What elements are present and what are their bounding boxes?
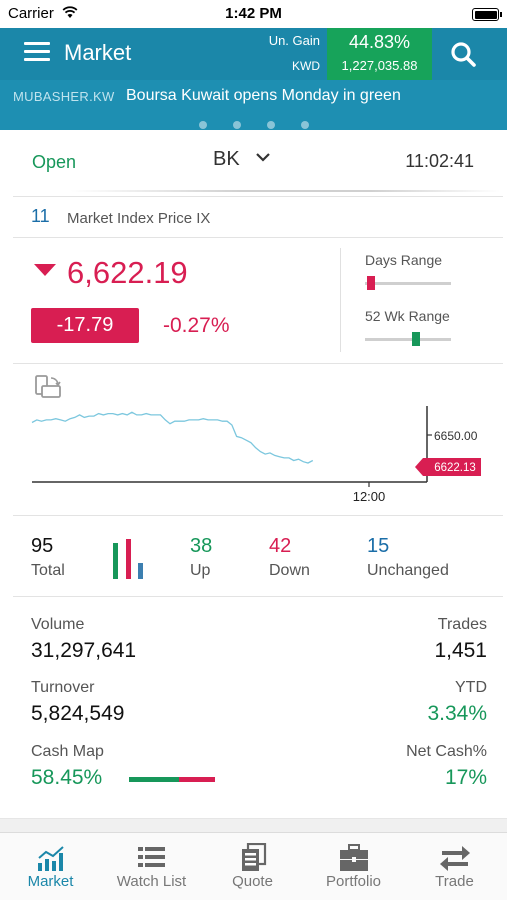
down-label: Down — [269, 562, 310, 579]
days-range-track — [365, 282, 451, 285]
page-dot[interactable] — [198, 121, 207, 129]
days-range-label: Days Range — [365, 252, 443, 268]
news-ticker[interactable]: MUBASHER.KW Boursa Kuwait opens Monday i… — [0, 80, 507, 130]
nav-quote[interactable]: Quote — [202, 833, 303, 900]
rotate-screen-icon[interactable] — [33, 374, 63, 402]
bottom-navigation: Market Watch List Quote Portfolio — [0, 832, 507, 900]
breadth-bars-icon — [113, 539, 143, 579]
page-dot[interactable] — [266, 121, 275, 129]
index-price: 6,622.19 — [67, 255, 188, 290]
carrier-name: Carrier — [8, 5, 54, 22]
news-headline[interactable]: Boursa Kuwait opens Monday in green — [126, 87, 401, 104]
trades-value: 1,451 — [434, 639, 487, 662]
nav-portfolio[interactable]: Portfolio — [303, 833, 404, 900]
divider — [70, 190, 500, 192]
page-title: Market — [64, 40, 132, 65]
down-count: 42 — [269, 535, 292, 557]
total-count: 95 — [31, 535, 54, 557]
wifi-icon — [62, 6, 78, 18]
last-price-marker: 6622.13 — [415, 458, 481, 476]
exchange-selector[interactable]: BK — [213, 148, 240, 170]
gain-percent: 44.83% — [348, 32, 411, 52]
52-week-range-track — [365, 338, 451, 341]
nav-label: Market — [27, 873, 74, 890]
market-stats: Volume 31,297,641 Trades 1,451 Turnover … — [13, 600, 503, 815]
page-dot[interactable] — [300, 121, 309, 129]
days-range-marker — [367, 276, 376, 290]
price-change: -17.79 — [56, 314, 114, 336]
index-code: 11 — [31, 206, 50, 226]
ytd-value: 3.34% — [427, 702, 487, 725]
nav-label: Portfolio — [325, 873, 382, 890]
unchanged-label: Unchanged — [367, 562, 449, 579]
nav-trade[interactable]: Trade — [404, 833, 505, 900]
news-source: MUBASHER.KW — [13, 89, 115, 104]
price-change-percent: -0.27% — [163, 314, 230, 337]
gain-value: 1,227,035.88 — [341, 58, 418, 73]
index-title-row: 11 Market Index Price IX — [13, 196, 503, 238]
market-status: Open — [32, 152, 77, 172]
chevron-down-icon[interactable] — [255, 151, 271, 163]
menu-icon[interactable] — [24, 42, 50, 62]
divider — [0, 818, 507, 832]
net-cash-label: Net Cash% — [406, 743, 487, 760]
chart-plot: 12:00 6650.00 6622.13 — [31, 406, 481, 504]
market-clock: 11:02:41 — [405, 151, 474, 171]
nav-label: Trade — [435, 873, 474, 890]
up-label: Up — [190, 562, 211, 579]
app-header: Market Un. Gain KWD 44.83% 1,227,035.88 — [0, 28, 507, 80]
cash-map-value: 58.45% — [31, 766, 103, 789]
x-tick-label: 12:00 — [353, 489, 386, 504]
cash-out-segment — [179, 777, 215, 782]
unchanged-count: 15 — [367, 535, 390, 557]
turnover-value: 5,824,549 — [31, 702, 125, 725]
trades-label: Trades — [437, 616, 487, 633]
nav-label: Quote — [232, 873, 273, 890]
price-series-line — [31, 411, 314, 464]
market-chart-icon — [38, 846, 64, 871]
unrealized-gain-label: Un. Gain — [268, 33, 320, 48]
52-week-range-label: 52 Wk Range — [365, 308, 450, 324]
net-cash-value: 17% — [444, 766, 487, 789]
watch-list-icon — [138, 847, 165, 867]
ytd-label: YTD — [455, 679, 487, 696]
search-icon[interactable] — [448, 39, 480, 71]
market-breadth: 95 Total 38 Up 42 Down 15 Unchanged — [13, 517, 503, 597]
currency-label: KWD — [292, 59, 320, 73]
nav-watch-list[interactable]: Watch List — [101, 833, 202, 900]
last-price-label: 6622.13 — [434, 462, 476, 474]
page-indicator[interactable] — [0, 116, 507, 134]
up-count: 38 — [190, 535, 213, 557]
cash-map-bar — [129, 777, 215, 782]
cash-in-segment — [129, 777, 180, 782]
battery-icon — [472, 8, 502, 21]
trade-arrows-icon — [440, 846, 470, 871]
nav-label: Watch List — [116, 873, 187, 890]
quote-icon — [242, 843, 267, 871]
price-block: 6,622.19 -17.79 -0.27% Days Range 52 Wk … — [13, 238, 503, 364]
market-state-row: Open BK 11:02:41 — [13, 140, 505, 192]
down-arrow-icon — [34, 264, 56, 276]
intraday-chart[interactable]: 12:00 6650.00 6622.13 — [13, 366, 503, 516]
portfolio-icon — [340, 844, 368, 871]
change-badge: -17.79 — [31, 308, 139, 343]
y-tick-label: 6650.00 — [434, 429, 478, 443]
turnover-label: Turnover — [31, 679, 95, 696]
volume-label: Volume — [31, 616, 85, 633]
unrealized-gain-box[interactable]: 44.83% 1,227,035.88 — [327, 28, 432, 80]
cash-map-label: Cash Map — [31, 743, 104, 760]
volume-value: 31,297,641 — [31, 639, 137, 662]
total-label: Total — [31, 562, 65, 579]
divider — [340, 248, 341, 352]
page-dot[interactable] — [232, 121, 241, 129]
nav-market[interactable]: Market — [0, 833, 101, 900]
52-week-range-marker — [411, 332, 420, 346]
index-name: Market Index Price IX — [67, 210, 211, 227]
status-time: 1:42 PM — [225, 5, 282, 22]
status-bar: Carrier 1:42 PM — [0, 0, 507, 28]
